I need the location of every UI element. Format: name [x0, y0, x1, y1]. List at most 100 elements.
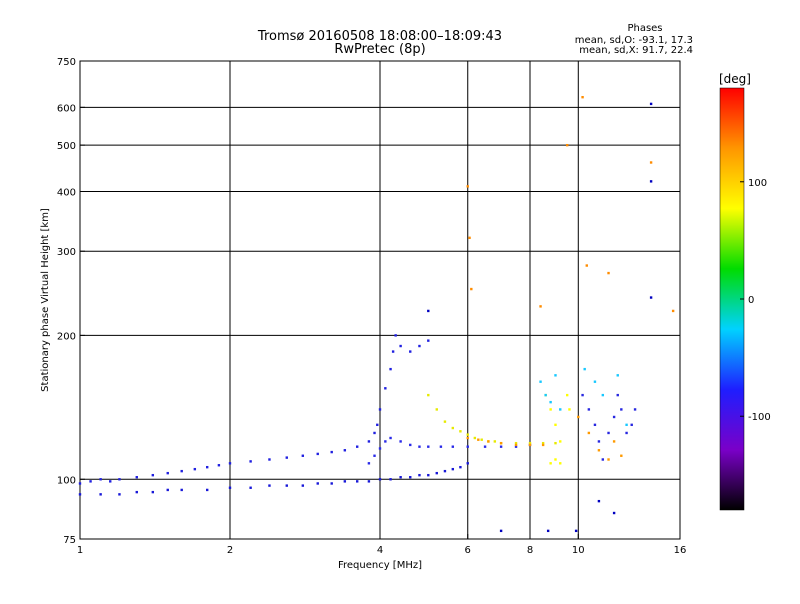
data-point — [389, 436, 392, 440]
data-point — [473, 436, 477, 440]
data-point — [581, 95, 584, 99]
data-point — [597, 499, 601, 503]
data-point — [399, 344, 402, 348]
data-point — [268, 484, 271, 487]
colorbar-label: [deg] — [719, 72, 751, 86]
data-point — [549, 400, 552, 404]
phases-x-mean: mean, sd,X: 91.7, 22.4 — [579, 45, 693, 56]
data-point — [217, 464, 221, 467]
data-point — [355, 480, 359, 483]
data-point — [151, 473, 155, 477]
data-point — [480, 438, 483, 441]
data-point — [78, 493, 82, 496]
data-point — [477, 438, 480, 441]
data-point — [568, 408, 571, 411]
y-tick-label: 300 — [57, 247, 76, 258]
data-point — [135, 476, 138, 479]
data-point — [649, 102, 653, 106]
data-point — [166, 488, 169, 492]
data-point — [399, 476, 402, 479]
data-point — [151, 490, 155, 494]
data-point — [435, 408, 438, 411]
data-point — [620, 454, 623, 457]
data-point — [633, 408, 637, 411]
data-point — [487, 440, 490, 443]
data-point — [466, 462, 469, 465]
colorbar-tick-label: 100 — [748, 178, 767, 189]
data-point — [418, 445, 421, 448]
x-tick-label: 10 — [572, 545, 585, 556]
data-point — [554, 458, 557, 461]
colorbar-tick-label: 0 — [748, 295, 754, 306]
x-tick-label: 4 — [377, 545, 383, 556]
data-point — [409, 443, 412, 447]
chart-title: Tromsø 20160508 18:08:00–18:09:43 — [257, 29, 502, 44]
x-axis-ticks: 1 2 4 6 8 10 16 — [77, 534, 686, 556]
data-point — [514, 445, 518, 448]
phases-o-mean: mean, sd,O: -93.1, 17.3 — [575, 35, 693, 46]
data-point — [89, 480, 92, 483]
data-point — [499, 445, 503, 448]
x-tick-label: 6 — [465, 545, 471, 556]
data-point — [583, 367, 586, 371]
data-point — [135, 490, 138, 494]
data-point — [620, 408, 623, 411]
colorbar-ticks: 100 0 -100 — [740, 178, 771, 423]
y-tick-label: 75 — [63, 535, 76, 546]
data-point — [466, 445, 469, 448]
data-point — [625, 423, 628, 427]
data-point — [514, 441, 518, 445]
data-point — [427, 393, 430, 397]
data-point — [541, 443, 545, 447]
data-point — [389, 367, 392, 371]
data-point — [612, 440, 616, 443]
data-point — [601, 393, 605, 397]
colorbar-tick-label: -100 — [748, 412, 771, 423]
data-point — [99, 493, 102, 496]
data-point — [541, 441, 545, 445]
data-point — [389, 478, 392, 481]
data-point — [468, 236, 471, 240]
grid-lines — [80, 61, 680, 539]
x-tick-label: 1 — [77, 545, 83, 556]
data-point — [554, 374, 557, 377]
data-point — [118, 493, 121, 496]
data-point — [649, 296, 653, 299]
y-tick-label: 500 — [57, 141, 76, 152]
data-point — [343, 480, 347, 483]
data-point — [384, 387, 387, 390]
data-point — [384, 440, 387, 443]
data-point — [376, 423, 379, 427]
data-point — [559, 408, 562, 411]
y-tick-label: 400 — [57, 187, 76, 198]
data-point — [585, 264, 588, 267]
data-point — [78, 482, 82, 485]
data-point — [587, 431, 591, 435]
data-point — [601, 458, 605, 461]
data-point — [559, 462, 562, 465]
data-point — [607, 271, 610, 275]
data-point — [343, 449, 347, 452]
data-point — [459, 430, 462, 433]
data-point — [301, 454, 305, 457]
data-point — [574, 529, 578, 533]
data-point — [466, 436, 469, 440]
data-point — [118, 478, 121, 481]
data-point — [418, 344, 421, 348]
data-point — [330, 450, 333, 454]
data-point — [373, 431, 376, 435]
data-point — [378, 447, 382, 450]
data-point — [409, 476, 412, 479]
data-point — [443, 420, 447, 423]
data-point — [268, 458, 271, 461]
data-point — [549, 462, 552, 465]
data-point — [466, 185, 469, 188]
y-tick-label: 750 — [57, 57, 76, 68]
data-point — [612, 415, 616, 419]
data-point — [409, 350, 412, 353]
data-point — [593, 423, 597, 427]
data-point — [330, 482, 333, 485]
data-point — [554, 441, 557, 445]
data-point — [559, 440, 562, 443]
data-point — [565, 143, 569, 147]
